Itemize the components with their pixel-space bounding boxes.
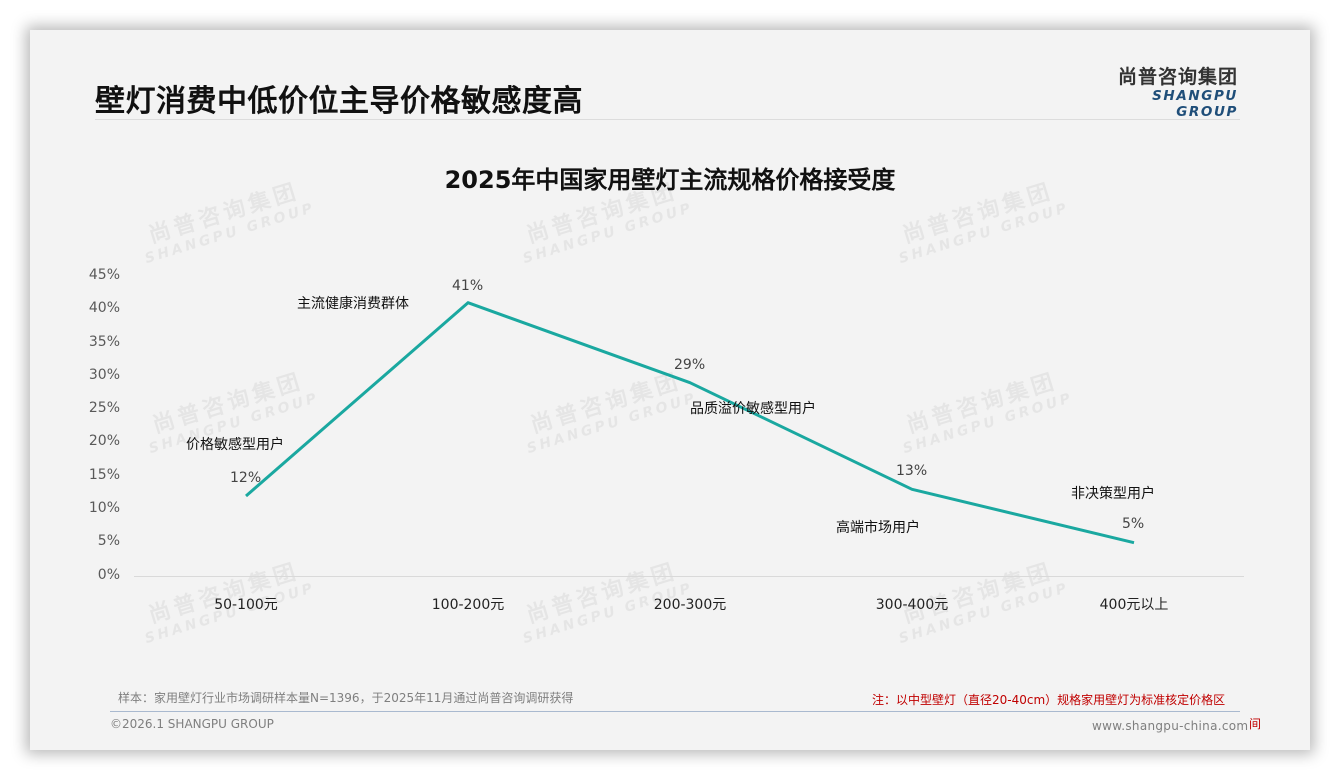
y-tick: 45% <box>88 267 120 283</box>
y-tick: 10% <box>88 500 120 516</box>
y-tick: 40% <box>88 300 120 316</box>
y-tick: 20% <box>88 433 120 449</box>
line-series <box>245 301 1135 545</box>
price-note: 注：以中型壁灯（直径20-40cm）规格家用壁灯为标准核定价格区 <box>872 693 1226 707</box>
y-tick: 35% <box>88 334 120 350</box>
y-tick: 5% <box>97 533 120 549</box>
x-tick: 300-400元 <box>875 597 949 613</box>
logo-chinese: 尚普咨询集团 <box>1117 66 1238 88</box>
data-label: 29% <box>674 357 706 373</box>
company-logo: 尚普咨询集团 SHANGPU GROUP <box>1088 66 1238 120</box>
annotation-label: 主流健康消费群体 <box>297 296 409 312</box>
annotation-label: 价格敏感型用户 <box>186 437 284 453</box>
annotation-label: 非决策型用户 <box>1071 486 1155 502</box>
x-tick: 50-100元 <box>214 597 278 613</box>
price-note-continued: 间 <box>1249 717 1262 731</box>
x-tick: 400元以上 <box>1099 597 1169 613</box>
data-label: 13% <box>896 463 928 479</box>
y-tick: 30% <box>88 367 120 383</box>
x-axis-line <box>134 576 1244 577</box>
website-link[interactable]: www.shangpu-china.com <box>1092 719 1249 733</box>
data-label: 5% <box>1122 516 1145 532</box>
copyright: ©2026.1 SHANGPU GROUP <box>110 717 274 731</box>
logo-english: SHANGPU GROUP <box>1152 88 1238 120</box>
data-label: 41% <box>452 278 484 294</box>
page-title: 壁灯消费中低价位主导价格敏感度高 <box>95 84 583 119</box>
x-tick: 100-200元 <box>431 597 505 613</box>
y-tick: 0% <box>97 567 120 583</box>
footer-divider <box>110 711 1240 712</box>
chart-title: 2025年中国家用壁灯主流规格价格接受度 <box>444 166 896 194</box>
annotation-label: 品质溢价敏感型用户 <box>690 401 816 417</box>
slide: 壁灯消费中低价位主导价格敏感度高 尚普咨询集团 SHANGPU GROUP 尚普… <box>30 30 1310 750</box>
title-divider <box>95 119 1240 120</box>
y-tick: 15% <box>88 467 120 483</box>
source-note: 样本：家用壁灯行业市场调研样本量N=1396，于2025年11月通过尚普咨询调研… <box>118 691 574 705</box>
y-tick: 25% <box>88 400 120 416</box>
annotation-label: 高端市场用户 <box>836 520 920 536</box>
data-label: 12% <box>230 470 262 486</box>
x-tick: 200-300元 <box>653 597 727 613</box>
